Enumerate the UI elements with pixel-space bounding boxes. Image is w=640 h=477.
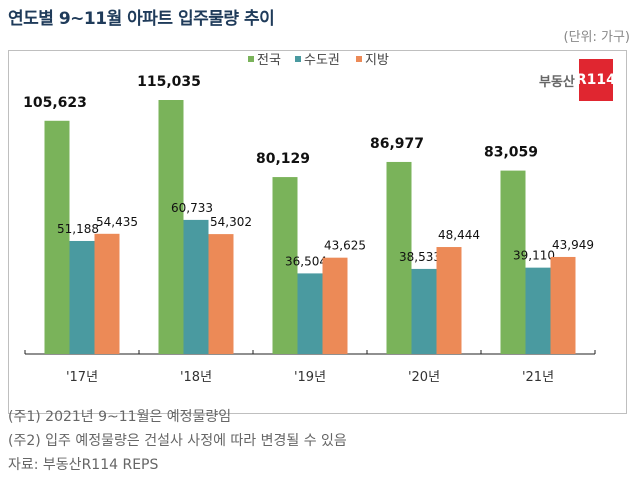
x-tick-label: '18년 bbox=[180, 370, 212, 385]
bar-total bbox=[158, 100, 184, 354]
bar-local bbox=[322, 257, 348, 354]
unit-label: (단위: 가구) bbox=[563, 30, 631, 45]
data-label: 43,949 bbox=[552, 238, 594, 252]
data-label: 80,129 bbox=[256, 151, 310, 167]
legend-swatch-2 bbox=[356, 56, 362, 62]
footnote-2: (주2) 입주 예정물량은 건설사 사정에 따라 변경될 수 있음 bbox=[8, 433, 347, 449]
data-label: 60,733 bbox=[171, 201, 213, 215]
data-label: 115,035 bbox=[137, 74, 201, 90]
bar-local bbox=[550, 256, 576, 354]
data-label: 105,623 bbox=[23, 95, 87, 111]
bar-total bbox=[386, 161, 412, 354]
x-tick-label: '20년 bbox=[408, 370, 440, 385]
source-note: 자료: 부동산R114 REPS bbox=[8, 457, 159, 473]
x-tick-label: '21년 bbox=[522, 370, 554, 385]
x-tick-label: '17년 bbox=[66, 370, 98, 385]
bar-local bbox=[208, 234, 234, 354]
x-tick-label: '19년 bbox=[294, 370, 326, 385]
footnote-1: (주1) 2021년 9~11월은 예정물량임 bbox=[8, 409, 232, 425]
legend-swatch-1 bbox=[295, 56, 301, 62]
logo-text: 부동산 bbox=[539, 74, 575, 90]
bar-total bbox=[44, 120, 70, 354]
bar-metro bbox=[411, 268, 437, 354]
chart-frame bbox=[8, 50, 627, 414]
bar-local bbox=[436, 247, 462, 354]
logo-badge: R114 bbox=[576, 59, 616, 101]
legend-label-1: 수도권 bbox=[304, 53, 340, 68]
chart-title: 연도별 9~11월 아파트 입주물량 추이 bbox=[8, 9, 275, 29]
data-label: 51,188 bbox=[57, 222, 99, 236]
bar-total bbox=[272, 177, 298, 354]
legend-label-0: 전국 bbox=[257, 53, 281, 68]
bar-metro bbox=[525, 267, 551, 354]
data-label: 36,504 bbox=[285, 254, 327, 268]
data-label: 83,059 bbox=[484, 145, 538, 161]
bar-metro bbox=[297, 273, 323, 354]
data-label: 48,444 bbox=[438, 228, 480, 242]
data-label: 54,302 bbox=[210, 215, 252, 229]
data-label: 38,533 bbox=[399, 250, 441, 264]
bar-metro bbox=[183, 219, 209, 354]
data-label: 86,977 bbox=[370, 136, 424, 152]
legend-label-2: 지방 bbox=[365, 53, 389, 68]
bar-local bbox=[94, 233, 120, 354]
r114-logo: 부동산 R114 bbox=[539, 59, 616, 101]
data-label: 43,625 bbox=[324, 239, 366, 253]
bar-metro bbox=[69, 240, 95, 354]
data-label: 54,435 bbox=[96, 215, 138, 229]
legend-swatch-0 bbox=[248, 56, 254, 62]
data-label: 39,110 bbox=[513, 249, 555, 263]
bar-total bbox=[500, 170, 526, 354]
